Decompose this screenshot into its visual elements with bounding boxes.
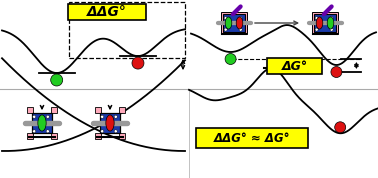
Ellipse shape — [327, 17, 334, 29]
Ellipse shape — [106, 115, 114, 131]
Bar — [312, 12, 338, 34]
Circle shape — [224, 28, 227, 31]
Circle shape — [114, 115, 117, 118]
Bar — [267, 58, 322, 74]
Ellipse shape — [38, 115, 46, 131]
Circle shape — [239, 28, 242, 31]
Circle shape — [33, 115, 36, 118]
Circle shape — [101, 115, 104, 118]
Bar — [27, 133, 33, 139]
Circle shape — [315, 28, 318, 31]
Circle shape — [132, 57, 144, 69]
Bar — [196, 128, 308, 148]
Bar — [51, 133, 57, 139]
Bar — [95, 107, 101, 113]
Circle shape — [331, 67, 342, 77]
Circle shape — [51, 74, 63, 86]
Circle shape — [239, 17, 242, 20]
Bar — [221, 12, 247, 34]
Circle shape — [46, 130, 49, 133]
Text: ΔG°: ΔG° — [282, 59, 308, 72]
Bar — [100, 113, 120, 133]
Bar — [95, 133, 101, 139]
Circle shape — [330, 17, 333, 20]
Bar — [119, 133, 125, 139]
Text: ΔΔG°: ΔΔG° — [87, 5, 127, 19]
Ellipse shape — [316, 17, 323, 29]
Circle shape — [33, 130, 36, 133]
Bar — [32, 113, 52, 133]
Text: ΔΔG° ≈ ΔG°: ΔΔG° ≈ ΔG° — [214, 132, 290, 145]
Bar — [68, 4, 146, 20]
Circle shape — [225, 54, 236, 64]
Circle shape — [46, 115, 49, 118]
Bar — [314, 14, 336, 32]
Bar — [223, 14, 245, 32]
Circle shape — [335, 122, 346, 133]
Bar — [119, 107, 125, 113]
Ellipse shape — [236, 17, 243, 29]
Circle shape — [114, 130, 117, 133]
Bar — [69, 2, 185, 58]
Circle shape — [101, 130, 104, 133]
Circle shape — [330, 28, 333, 31]
Bar — [27, 107, 33, 113]
Circle shape — [224, 17, 227, 20]
Bar — [51, 107, 57, 113]
Circle shape — [315, 17, 318, 20]
Ellipse shape — [225, 17, 232, 29]
